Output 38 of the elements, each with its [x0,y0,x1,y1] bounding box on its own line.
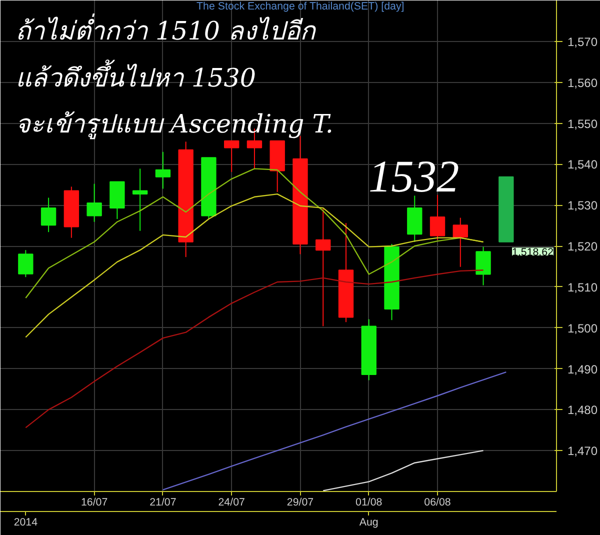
text: Aug [359,516,378,528]
chart-title: The Stock Exchange of Thailand(SET) [day] [196,0,404,12]
annotation: 1532 [368,152,460,202]
candlestick [452,217,468,268]
y-tick-label: 1,560 [568,76,598,90]
candlestick [476,246,491,286]
y-tick-label: 1,520 [568,240,598,254]
line-series [162,371,507,490]
candlestick [316,208,331,327]
x-tick-label: 16/07 [80,496,108,508]
x-tick-label: 24/07 [218,496,245,508]
annotation: 1,518.62 [512,246,554,258]
candlestick [430,194,446,240]
x-tick-label: 01/08 [356,496,382,508]
candlestick [224,140,240,172]
annotation: ถ้าไม่ต่ำกว่า 1510 ลงไปอีก [16,12,318,46]
candlestick [18,250,34,278]
candlestick [155,151,171,190]
x-tick-label: 06/08 [424,496,451,508]
annotation: จะเข้ารูปแบบ Ascending T. [16,108,334,140]
y-tick-label: 1,550 [568,116,598,131]
y-tick-label: 1,530 [568,198,598,213]
x-tick-label: 29/07 [286,496,314,508]
candlestick [40,197,56,233]
line-series [322,450,484,492]
annotation: แล้วดึงขึ้นไปหา 1530 [16,60,256,92]
text: 2014 [14,516,38,528]
y-tick-label: 1,540 [568,158,598,172]
y-tick-label: 1,480 [568,403,598,418]
candlestick [86,183,102,222]
y-tick-label: 1,490 [568,362,598,376]
y-tick-label: 1,500 [568,321,598,336]
y-tick-label: 1,510 [568,280,598,294]
y-tick-label: 1,570 [568,34,598,49]
y-tick-label: 1,470 [568,444,598,458]
x-tick-label: 21/07 [150,496,176,508]
line-series [25,193,484,338]
candlestick [132,168,148,232]
